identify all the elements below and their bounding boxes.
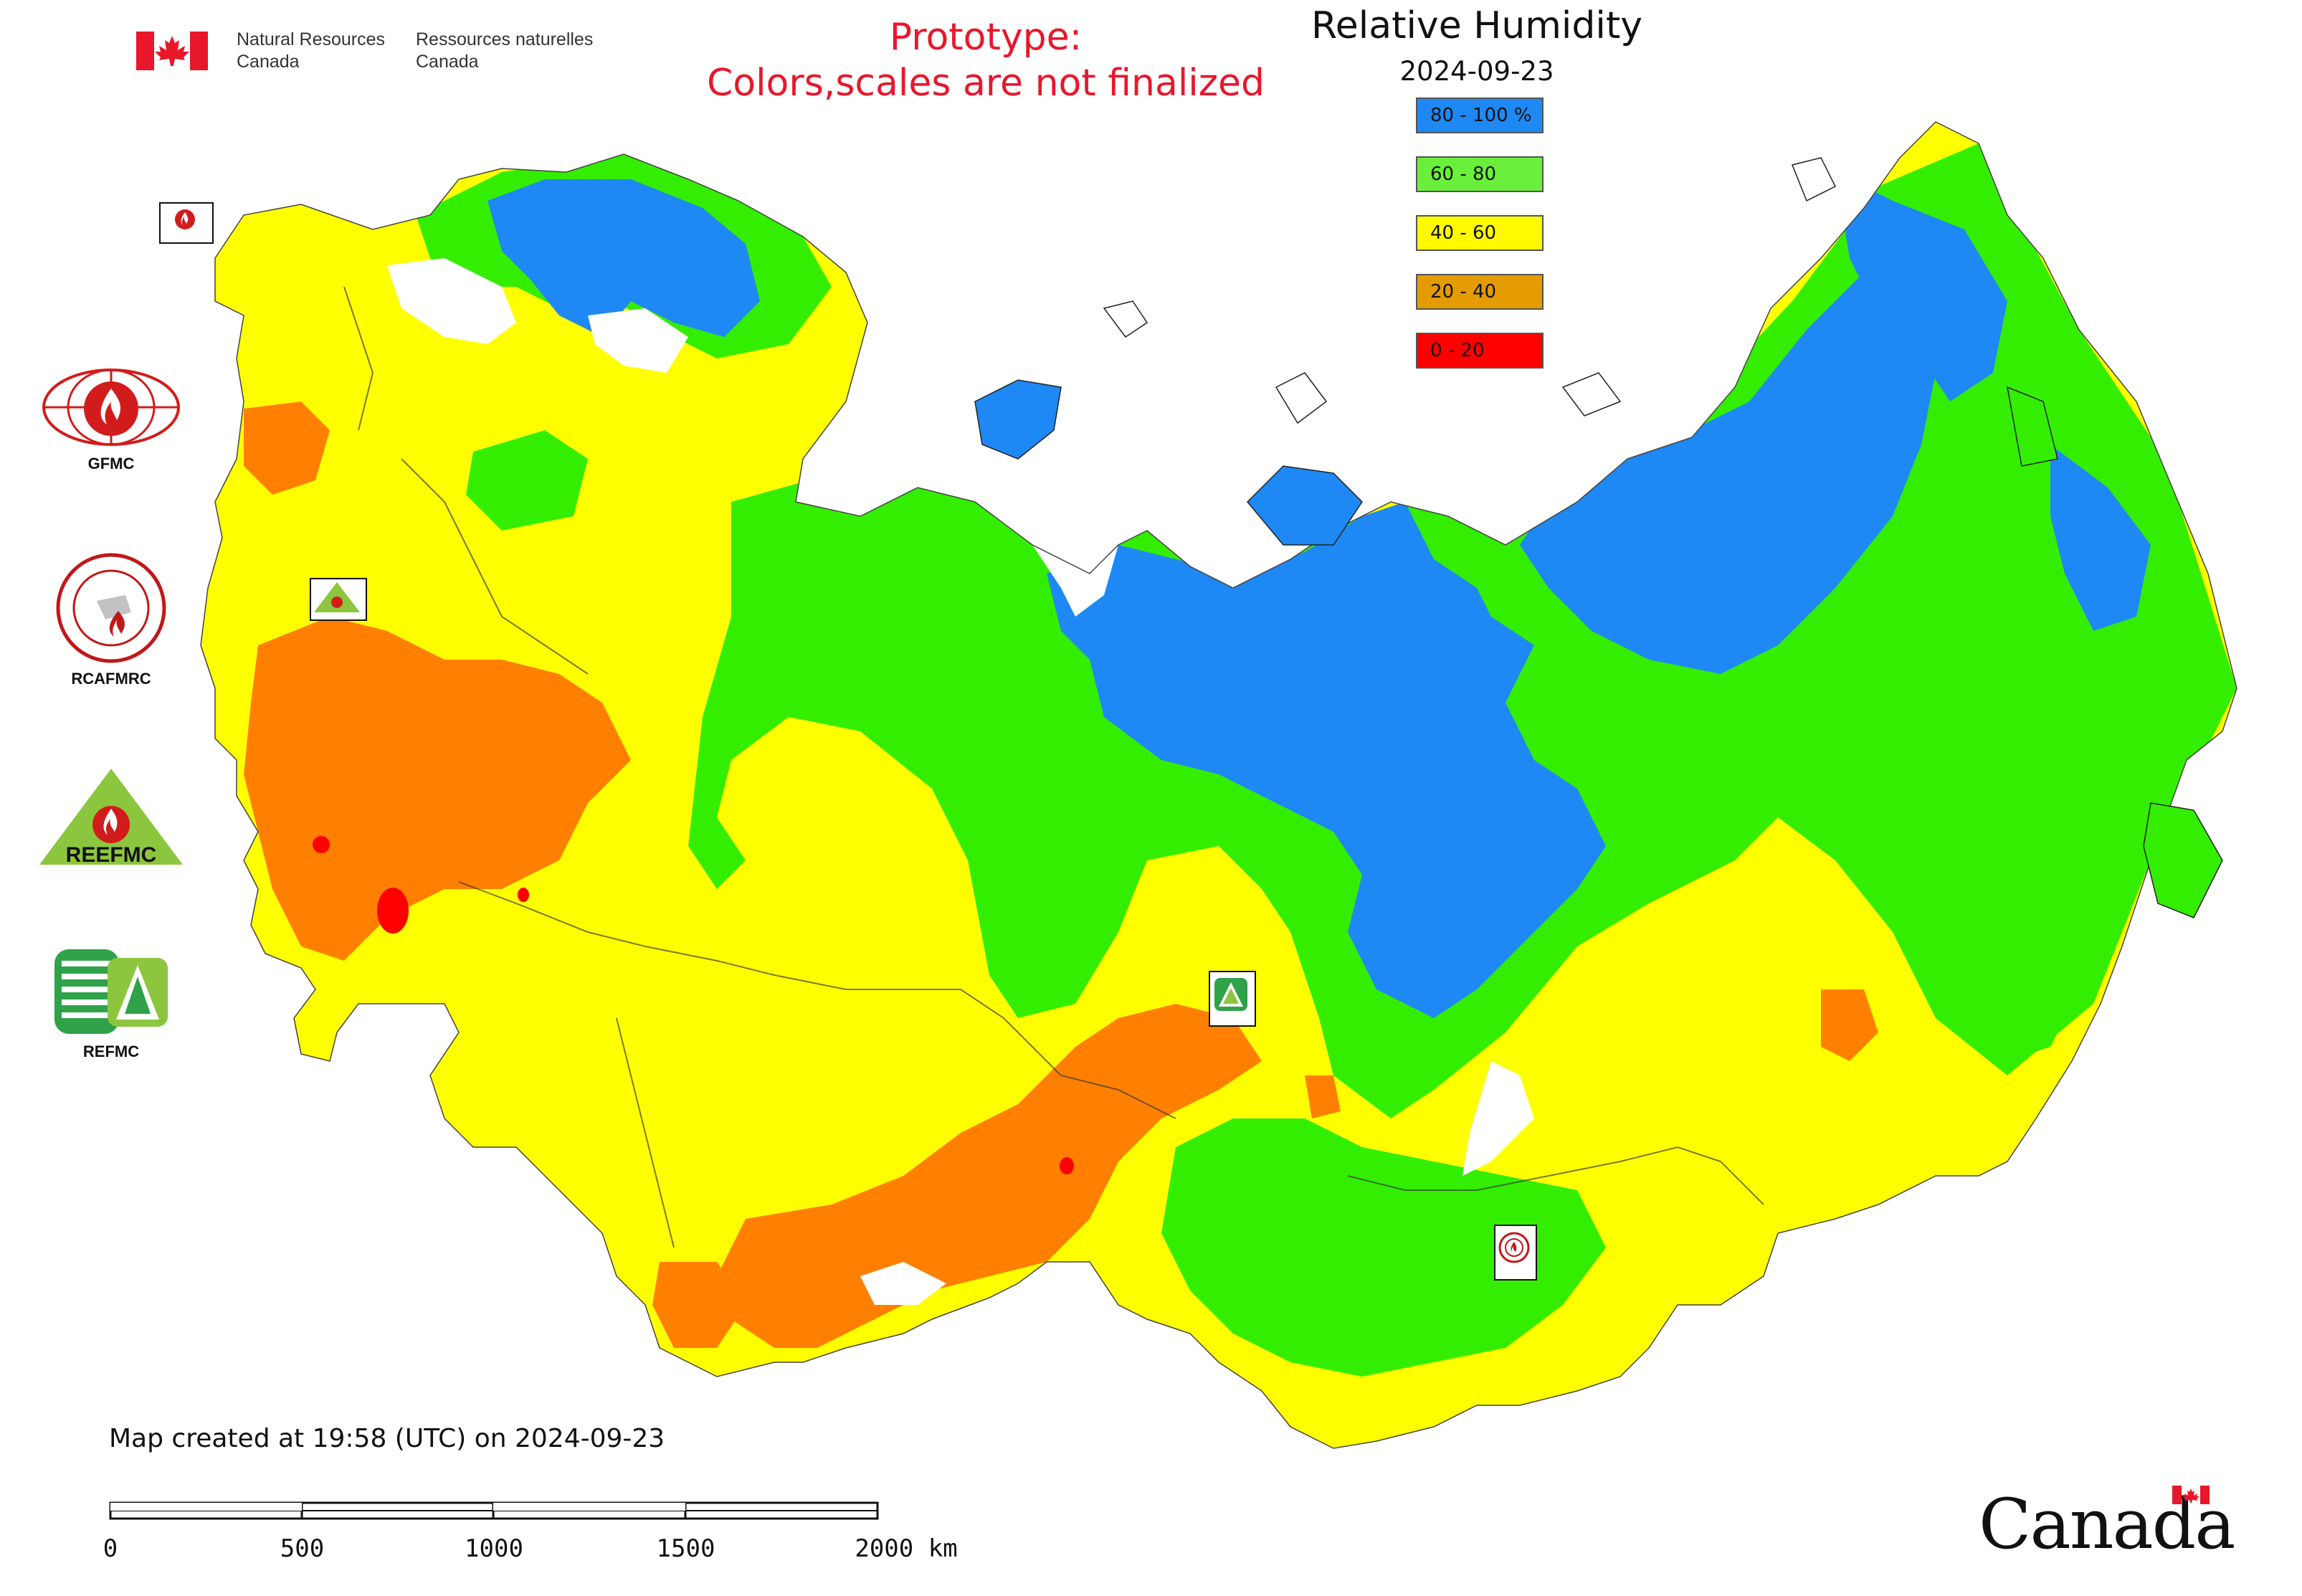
scale-label: 2000 km	[855, 1534, 958, 1563]
canada-flag-icon	[136, 32, 208, 70]
reefmc-logo-text: REEFMC	[66, 843, 157, 867]
scale-bar	[109, 1501, 879, 1520]
scale-label: 1000	[465, 1534, 523, 1563]
legend-item: 60 - 80	[1416, 156, 1544, 192]
partner-gfmc-label: GFMC	[87, 455, 135, 472]
partner-rcafmrc-label: RCAFMRC	[71, 670, 151, 688]
scale-label: 0	[103, 1534, 118, 1563]
map-created-text: Map created at 19:58 (UTC) on 2024-09-23	[109, 1424, 665, 1453]
rcafmrc-logo-icon	[56, 553, 166, 663]
legend-item: 40 - 60	[1416, 215, 1544, 251]
prototype-line-1: Prototype:	[889, 16, 1083, 59]
legend-item: 0 - 20	[1416, 333, 1544, 369]
marker-gfmc	[159, 202, 214, 244]
marker-rcafmrc	[1494, 1225, 1537, 1281]
partner-gfmc: GFMC	[29, 364, 194, 473]
rcafmrc-circle-logo-icon	[1498, 1232, 1530, 1263]
reefmc-triangle-logo-icon	[314, 582, 360, 612]
partner-refmc: REFMC	[29, 945, 194, 1061]
partner-reefmc: REEFMC	[29, 766, 194, 878]
partner-refmc-label: REFMC	[82, 1042, 140, 1060]
scale-label: 1500	[656, 1534, 715, 1563]
gfmc-fire-logo-icon	[175, 209, 195, 229]
prototype-notice: Prototype: Colors,scales are not finaliz…	[645, 14, 1326, 106]
refmc-triangle-logo-icon	[1214, 978, 1247, 1011]
map-date: 2024-09-23	[1399, 56, 1554, 87]
marker-refmc	[1209, 971, 1256, 1027]
department-name-fr: Ressources naturelles Canada	[416, 29, 594, 72]
map-title: Relative Humidity	[1311, 4, 1642, 47]
legend-item: 80 - 100 %	[1416, 98, 1544, 133]
gfmc-logo-icon	[42, 369, 180, 446]
refmc-logo-icon	[54, 949, 168, 1034]
goc-signature: Natural Resources Canada Ressources natu…	[136, 29, 609, 79]
marker-reefmc	[310, 578, 367, 621]
scale-label: 500	[280, 1534, 325, 1563]
legend-item: 20 - 40	[1416, 274, 1544, 310]
prototype-line-2: Colors,scales are not finalized	[706, 62, 1265, 105]
partner-rcafmrc: RCAFMRC	[29, 551, 194, 688]
wordmark-flag-icon	[2172, 1486, 2210, 1504]
reefmc-logo-icon: REEFMC	[39, 769, 183, 867]
department-name-en: Natural Resources Canada	[237, 29, 386, 72]
